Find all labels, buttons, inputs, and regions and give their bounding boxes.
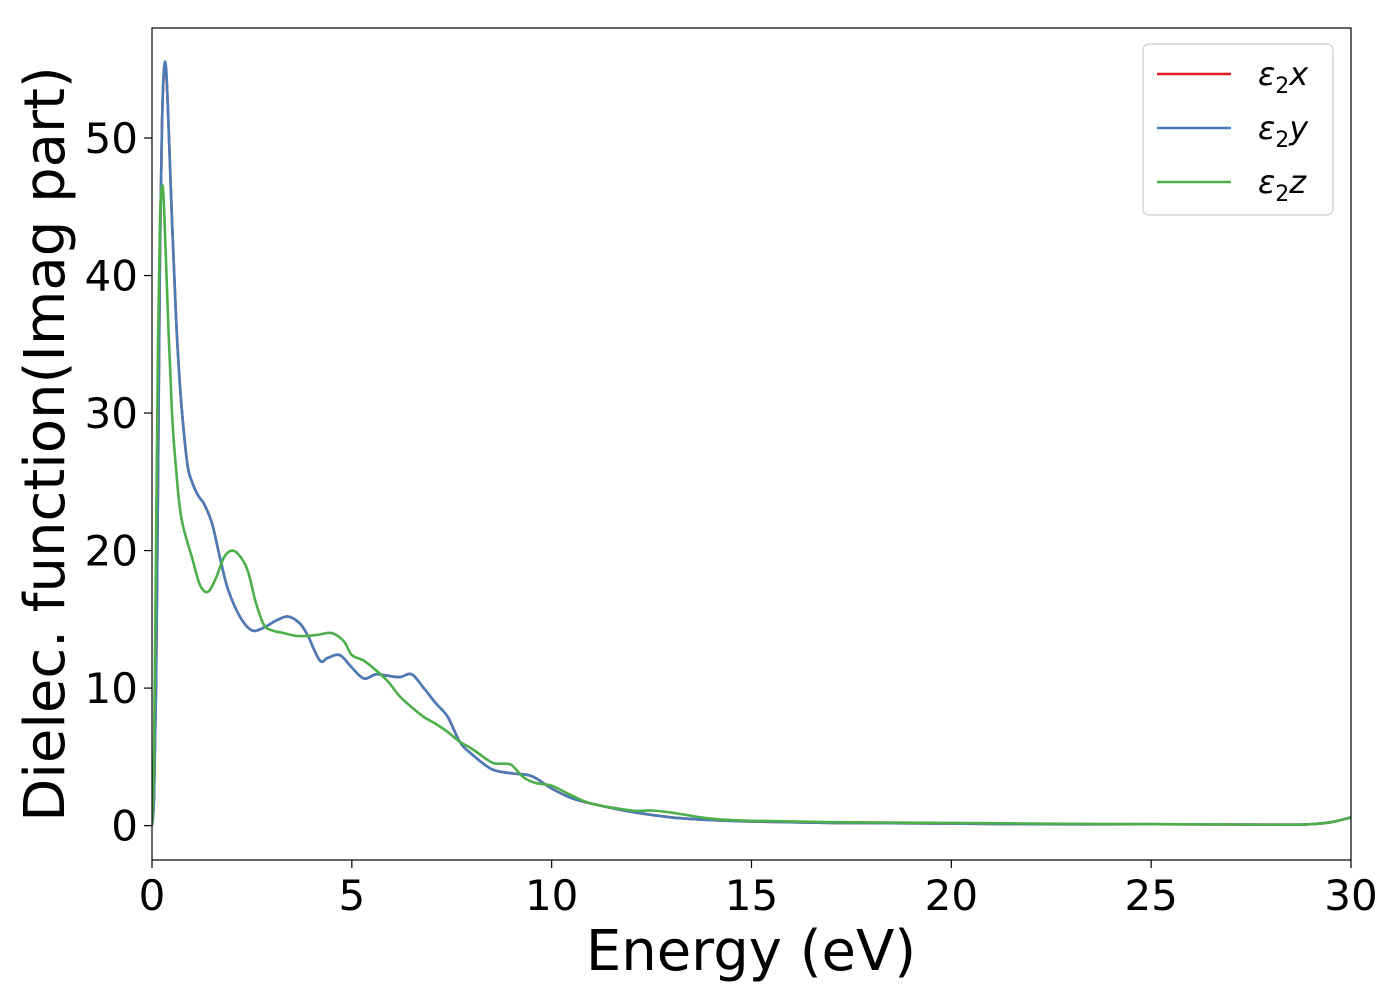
x-tick-label: 25 <box>1124 871 1177 920</box>
y-tick-label: 40 <box>85 252 138 301</box>
y-tick-label: 50 <box>85 114 138 163</box>
y-axis-label: Dielec. function(Imag part) <box>13 66 78 822</box>
x-tick-label: 10 <box>525 871 578 920</box>
legend-label-y: ε2y <box>1258 109 1309 153</box>
x-tick-label: 20 <box>925 871 978 920</box>
y-tick-label: 20 <box>85 527 138 576</box>
y-tick-label: 10 <box>85 664 138 713</box>
y-axis: 0 10 20 30 40 50 <box>85 114 152 851</box>
legend-label-z: ε2z <box>1258 163 1307 207</box>
x-tick-label: 0 <box>139 871 166 920</box>
x-axis: 0 5 10 15 20 25 30 <box>139 860 1378 920</box>
x-tick-label: 30 <box>1324 871 1377 920</box>
legend-items: ε2x ε2y ε2z <box>1157 55 1309 207</box>
series-layer <box>152 60 1351 826</box>
legend-label-x: ε2x <box>1258 55 1309 99</box>
x-axis-label: Energy (eV) <box>586 919 916 984</box>
y-tick-label: 30 <box>85 389 138 438</box>
legend-box <box>1142 43 1334 216</box>
y-tick-label: 0 <box>111 802 138 851</box>
series-line-z <box>152 184 1351 826</box>
x-tick-label: 15 <box>725 871 778 920</box>
x-tick-label: 5 <box>338 871 365 920</box>
legend: ε2x ε2y ε2z <box>1142 43 1334 216</box>
